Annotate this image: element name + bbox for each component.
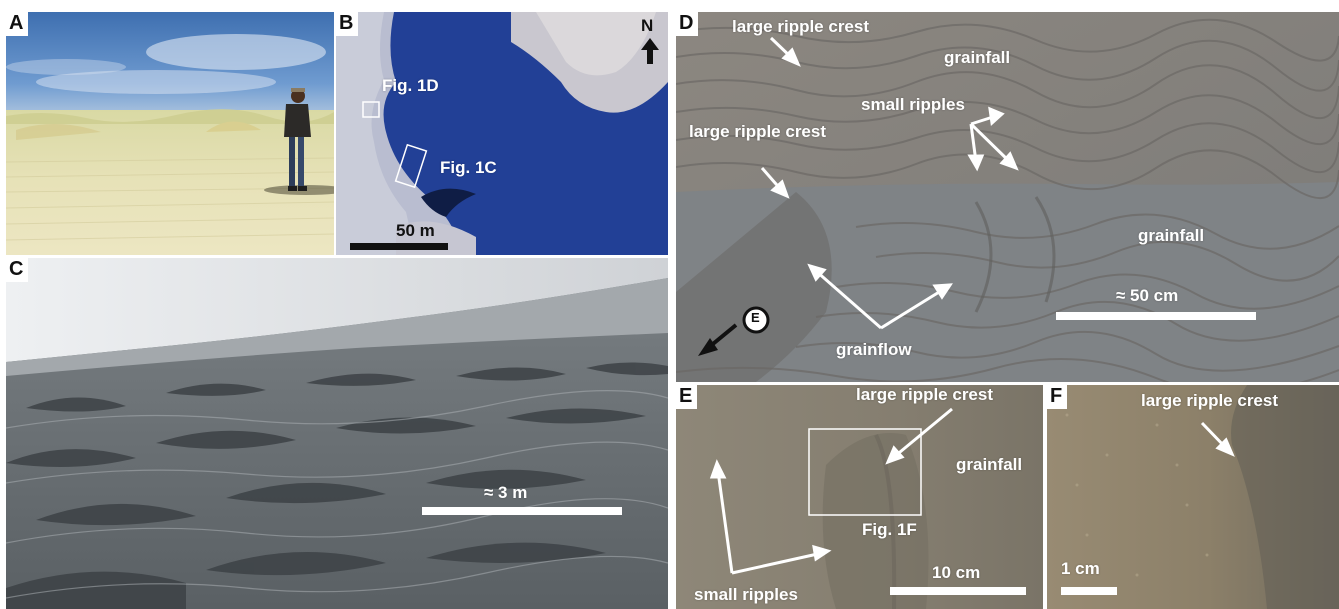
panel-d: large ripple crest grainfall small rippl… — [676, 12, 1339, 382]
panel-d-photo — [676, 12, 1339, 382]
small-ripples-label: small ripples — [861, 95, 965, 114]
panel-label: F — [1047, 385, 1068, 409]
direction-e-label: E — [751, 310, 760, 325]
panel-b: Fig. 1D Fig. 1C N 50 m B — [336, 12, 668, 255]
large-ripple-crest-label: large ripple crest — [732, 17, 870, 36]
panel-label: A — [6, 12, 29, 36]
panel-a: A — [6, 12, 334, 255]
panel-b-photo — [336, 12, 668, 255]
panel-label: C — [6, 258, 29, 282]
fig-1c-box-label: Fig. 1C — [440, 158, 497, 177]
north-label: N — [641, 16, 654, 35]
grainflow-label: grainflow — [836, 340, 912, 359]
scale-bar — [890, 587, 1026, 595]
scale-label: 10 cm — [932, 563, 981, 582]
panel-c-photo — [6, 258, 668, 609]
large-ripple-crest-label: large ripple crest — [1141, 391, 1279, 410]
grainfall-label: grainfall — [1138, 226, 1205, 245]
panel-e-photo — [676, 385, 1043, 609]
panel-c: ≈ 3 m C — [6, 258, 668, 609]
fig-1d-box-label: Fig. 1D — [382, 76, 439, 95]
fig-1f-box-label: Fig. 1F — [862, 520, 917, 539]
panel-f-photo — [1047, 385, 1339, 609]
scale-label: ≈ 3 m — [484, 483, 528, 502]
panel-label: B — [336, 12, 359, 36]
scale-bar — [350, 243, 448, 250]
direction-e-marker — [698, 306, 770, 356]
scale-label: 50 m — [396, 221, 435, 240]
scale-bar — [1056, 312, 1256, 320]
grainfall-label: grainfall — [956, 455, 1023, 474]
large-ripple-crest-label: large ripple crest — [856, 385, 994, 404]
large-ripple-crest-label: large ripple crest — [689, 122, 827, 141]
panel-e: large ripple crest grainfall Fig. 1F 10 … — [676, 385, 1043, 609]
scale-bar — [1061, 587, 1117, 595]
panel-label: E — [676, 385, 698, 409]
scale-label: 1 cm — [1061, 559, 1100, 578]
scale-bar — [422, 507, 622, 515]
scale-label: ≈ 50 cm — [1116, 286, 1179, 305]
grainfall-label: grainfall — [944, 48, 1011, 67]
person-figure — [264, 88, 334, 195]
panel-label: D — [676, 12, 699, 36]
panel-a-photo — [6, 12, 334, 255]
panel-f: large ripple crest 1 cm F — [1047, 385, 1339, 609]
small-ripples-label: small ripples — [694, 585, 798, 604]
